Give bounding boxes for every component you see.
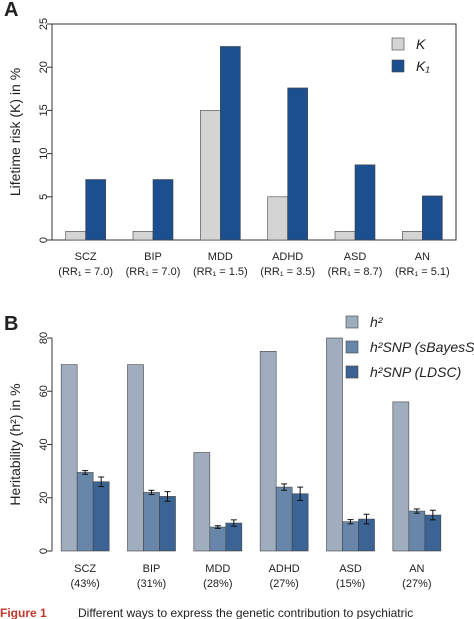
x-tick-note: (RR₁ = 3.5) [260,266,315,278]
bar [275,486,293,552]
x-tick-label: MDD [205,563,230,575]
x-tick-label: ADHD [272,251,303,263]
error-bar [98,476,105,488]
error-bar [363,513,370,525]
y-tick-label: 15 [38,104,50,116]
legend-label: K₁ [416,58,430,74]
bar [132,231,154,241]
x-tick-note: (RR₁ = 7.0) [126,266,181,278]
error-bar [230,519,237,527]
bar [225,522,243,552]
error-bar [82,470,89,475]
bar [76,472,94,552]
bar [267,196,288,241]
x-tick-label: MDD [208,251,233,263]
error-bar [297,486,304,501]
bar [334,231,356,241]
bar [354,164,376,241]
x-tick-label: BIP [143,563,161,575]
error-bar [214,525,221,529]
x-tick-note: (43%) [70,578,99,590]
bar [60,364,78,552]
legend-label: h²SNP (sBayesS) [370,339,474,355]
caption-label: Figure 1 [0,606,47,619]
y-axis-label: Lifetime risk (K) in % [7,68,23,196]
x-tick-note: (RR₁ = 5.1) [395,266,450,278]
bar [392,401,410,552]
legend-swatch [391,59,405,73]
bar [92,481,110,552]
y-tick-label: 20 [38,61,50,73]
bar [342,521,359,552]
panel-label: B [4,313,18,335]
bar [85,179,106,241]
x-tick-label: ASD [344,251,367,263]
y-tick-label: 0 [38,237,50,243]
legend-swatch [391,37,405,51]
error-bar [148,489,155,496]
plot-frame [51,23,457,241]
legend-label: h² [370,314,384,330]
bar [143,492,160,552]
bar [220,46,241,241]
y-tick-label: 40 [38,438,50,450]
legend-swatch [345,340,359,354]
y-tick-label: 25 [38,18,50,30]
y-axis-label: Heritability (h²) in % [7,383,23,505]
error-bar [164,491,171,502]
bar [291,493,309,552]
x-tick-label: SCZ [75,251,97,263]
bar [127,364,144,552]
x-tick-note: (31%) [137,578,166,590]
bar [159,496,176,552]
x-tick-note: (27%) [269,578,298,590]
y-tick-label: 20 [38,492,50,504]
bar [422,195,443,241]
x-tick-note: (RR₁ = 1.5) [193,266,248,278]
y-tick-label: 60 [38,385,50,397]
caption-text: Different ways to express the genetic co… [78,606,413,619]
bar [424,514,442,552]
x-tick-label: BIP [144,251,162,263]
x-tick-note: (RR₁ = 7.0) [58,266,113,278]
error-bar [429,509,436,521]
y-tick-label: 10 [38,147,50,159]
legend-swatch [345,365,359,379]
error-bar [347,519,354,525]
x-tick-label: AN [409,563,424,575]
bar [193,452,211,552]
x-tick-label: AN [415,251,430,263]
x-tick-note: (15%) [336,578,365,590]
x-tick-label: SCZ [74,563,96,575]
panel-label: A [4,0,18,21]
x-tick-label: ADHD [269,563,300,575]
bar [200,110,221,241]
bar [326,337,343,552]
bar [152,179,174,241]
bar [287,87,308,241]
bar [408,510,426,552]
bar [259,351,277,552]
legend-label: K [416,36,426,52]
x-tick-note: (RR₁ = 8.7) [328,266,383,278]
bar [402,231,423,241]
error-bar [281,483,288,491]
x-tick-note: (28%) [203,578,232,590]
y-tick-label: 5 [38,194,50,200]
y-tick-label: 0 [38,548,50,554]
bar [209,526,227,552]
y-tick-label: 80 [38,332,50,344]
x-tick-label: ASD [339,563,362,575]
legend-label: h²SNP (LDSC) [370,364,461,380]
legend-swatch [345,315,359,329]
bar [65,231,86,241]
error-bar [413,508,420,514]
x-tick-note: (27%) [402,578,431,590]
